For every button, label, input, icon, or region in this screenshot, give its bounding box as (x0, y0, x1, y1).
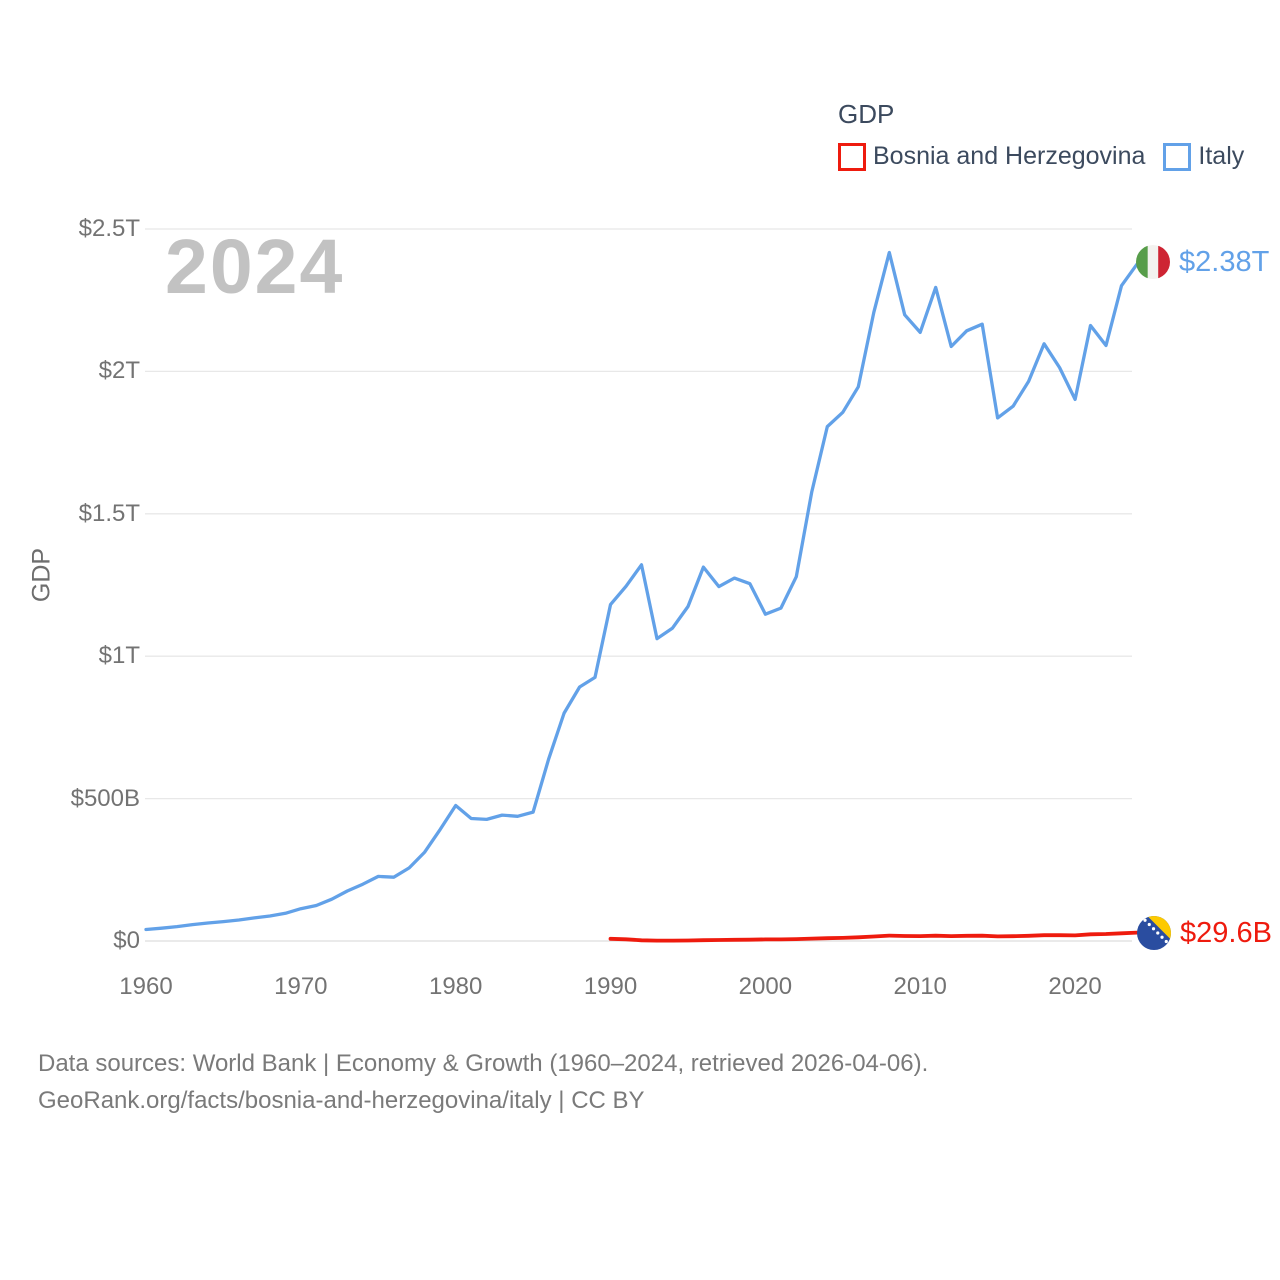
y-axis-title: GDP (27, 547, 56, 603)
bosnia-end-label: $29.6B (1137, 916, 1272, 950)
italy-series-swatch-icon (1163, 142, 1192, 171)
data-sources-line: Data sources: World Bank | Economy & Gro… (38, 1050, 929, 1077)
attribution-footer: Data sources: World Bank | Economy & Gro… (38, 1045, 928, 1119)
bosnia-end-value: $29.6B (1180, 917, 1272, 949)
source-url-line: GeoRank.org/facts/bosnia-and-herzegovina… (38, 1087, 645, 1114)
y-tick-label: $500B (70, 784, 140, 812)
series-line-bosnia-and-herzegovina[interactable] (608, 930, 1139, 943)
x-tick-label: 1970 (274, 973, 328, 1000)
legend-items: Bosnia and Herzegovina Italy (838, 142, 1244, 171)
chart-legend: GDP Bosnia and Herzegovina Italy (838, 99, 1244, 171)
y-tick-label: $0 (113, 927, 140, 954)
y-tick-label: $1.5T (78, 499, 140, 527)
x-tick-label: 2020 (1048, 973, 1102, 1000)
y-tick-label: $1T (98, 642, 140, 670)
y-tick-label: $2.5T (78, 215, 140, 242)
x-tick-label: 1980 (428, 973, 483, 1000)
x-tick-label: 2010 (893, 973, 947, 1000)
legend-title: GDP (838, 99, 895, 129)
x-tick-label: 2000 (738, 973, 793, 1000)
series-line-italy[interactable] (144, 250, 1139, 932)
bosnia-series-swatch-icon (838, 142, 866, 171)
x-tick-label: 1960 (119, 973, 173, 1000)
italy-flag-icon (1136, 245, 1170, 279)
italy-end-label: $2.38T (1136, 245, 1269, 279)
legend-item-bosnia-and-herzegovina[interactable]: Bosnia and Herzegovina (838, 142, 1145, 171)
y-tick-label: $2T (98, 357, 140, 385)
legend-item-italy[interactable]: Italy (1163, 142, 1244, 171)
watermark-year: 2024 (165, 224, 345, 310)
legend-label-bosnia-and-herzegovina: Bosnia and Herzegovina (873, 142, 1146, 170)
bosnia-and-herzegovina-flag-icon (1137, 916, 1171, 950)
italy-end-value: $2.38T (1179, 246, 1270, 278)
x-tick-label: 1990 (583, 973, 638, 1000)
legend-label-italy: Italy (1198, 142, 1245, 170)
